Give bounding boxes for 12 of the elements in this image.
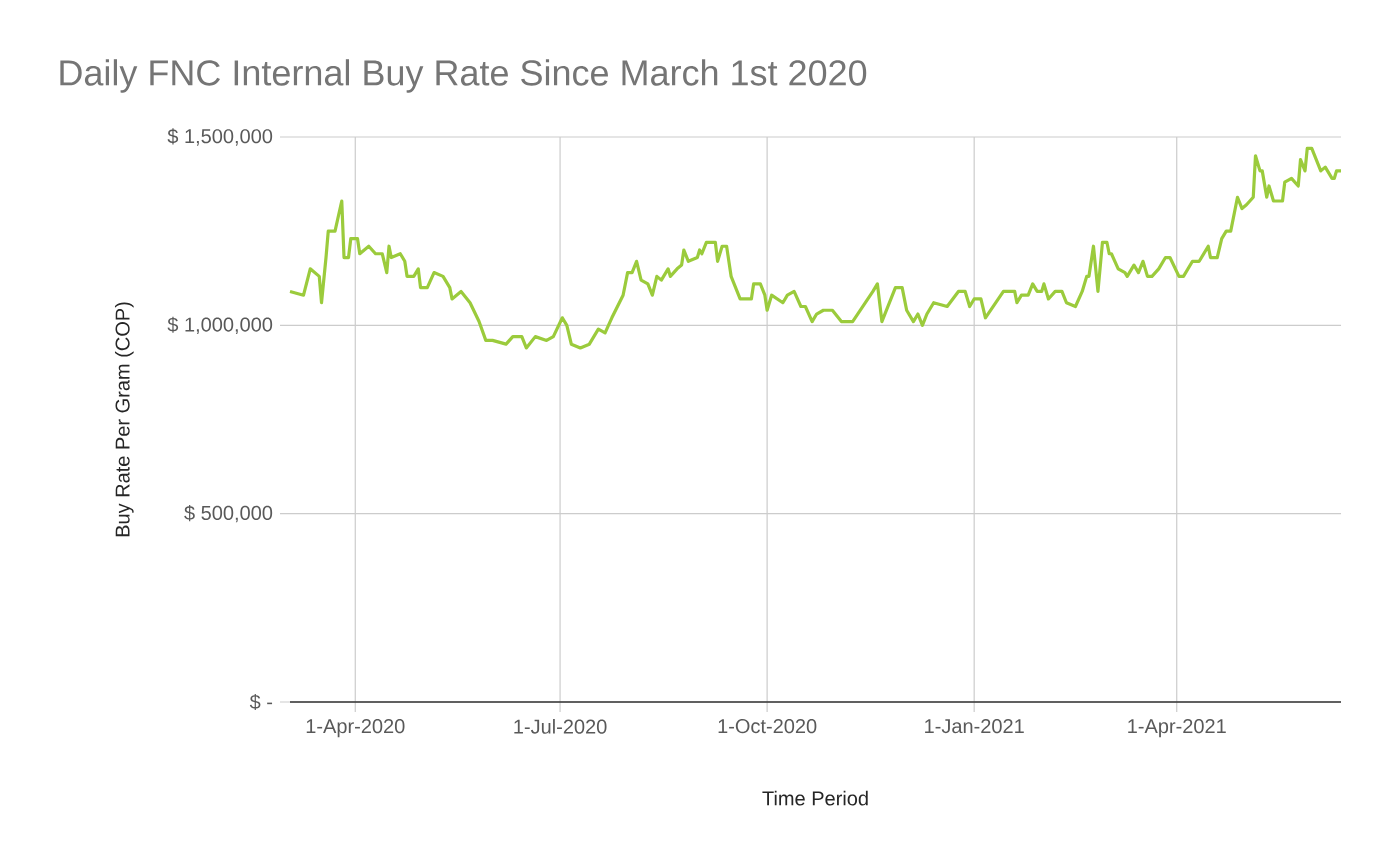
y-axis-title: Buy Rate Per Gram (COP): [114, 302, 134, 537]
x-tick-label: 1-Apr-2021: [1128, 719, 1226, 738]
y-tick-label: $ -: [249, 693, 273, 711]
x-tick-label: 1-Apr-2020: [306, 719, 405, 738]
y-tick-label: $ 1,500,000: [167, 128, 273, 146]
x-axis-title: Time Period: [762, 790, 868, 806]
y-tick-label: $ 500,000: [184, 504, 273, 523]
chart-title: Daily FNC Internal Buy Rate Since March 1st 2020: [60, 59, 867, 93]
x-tick-label: 1-Jul-2020: [514, 719, 607, 734]
x-tick-label: 1-Jan-2021: [925, 719, 1024, 734]
y-tick-label: $ 1,000,000: [167, 316, 273, 335]
x-tick-label: 1-Oct-2020: [718, 719, 817, 734]
